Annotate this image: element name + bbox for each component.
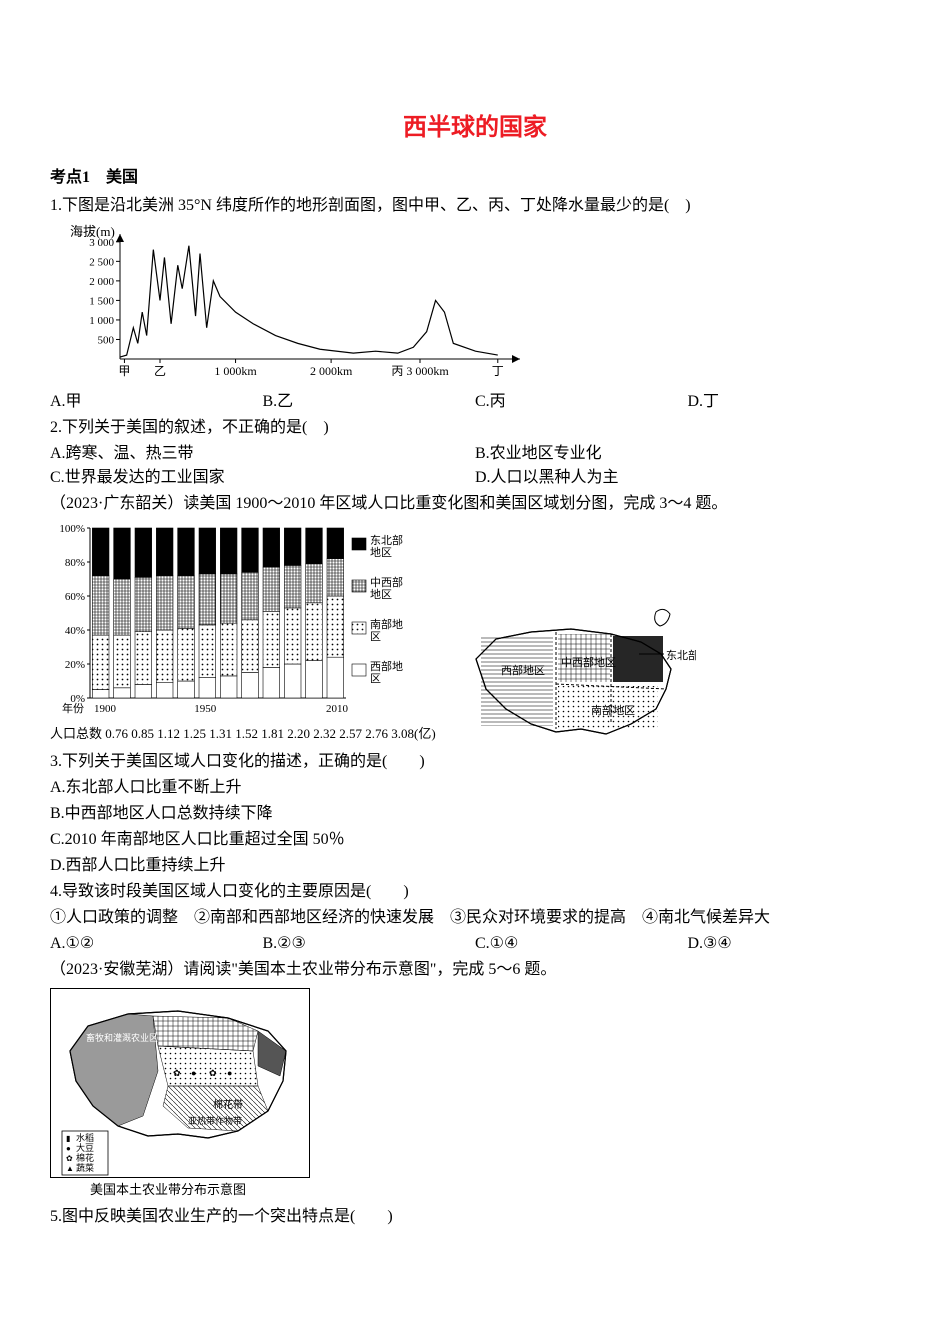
q1-figure: 海拔(m)5001 0001 5002 0002 5003 000甲乙1 000… — [50, 224, 900, 384]
svg-text:西部地区: 西部地区 — [501, 663, 545, 677]
q2-optB: B.农业地区专业化 — [475, 442, 900, 466]
svg-text:区: 区 — [370, 673, 381, 685]
svg-text:丙 3 000km: 丙 3 000km — [391, 364, 449, 378]
svg-text:100%: 100% — [59, 523, 85, 535]
fig-34: 0%20%40%60%80%100%年份190019502010东北部地区中西部… — [50, 522, 900, 744]
q2-row2: C.世界最发达的工业国家 D.人口以黑种人为主 — [50, 466, 900, 490]
svg-text:1 500: 1 500 — [89, 295, 114, 307]
svg-text:500: 500 — [98, 334, 115, 346]
svg-text:✿: ✿ — [66, 1154, 73, 1163]
svg-text:●: ● — [66, 1144, 71, 1153]
svg-text:20%: 20% — [65, 659, 85, 671]
population-share-chart: 0%20%40%60%80%100%年份190019502010东北部地区中西部… — [50, 522, 420, 722]
stacked-footnote: 人口总数 0.76 0.85 1.12 1.25 1.31 1.52 1.81 … — [50, 724, 436, 744]
q3-optC: C.2010 年南部地区人口比重超过全国 50％ — [50, 828, 900, 852]
q4-circled: ①人口政策的调整 ②南部和西部地区经济的快速发展 ③民众对环境要求的提高 ④南北… — [50, 906, 900, 930]
svg-text:畜牧和灌溉农业区: 畜牧和灌溉农业区 — [86, 1032, 158, 1043]
svg-text:1900: 1900 — [94, 703, 117, 715]
q1-stem: 1.下图是沿北美洲 35°N 纬度所作的地形剖面图，图中甲、乙、丙、丁处降水量最… — [50, 194, 900, 218]
svg-text:南部地: 南部地 — [370, 617, 403, 631]
q4-optC: C.①④ — [475, 932, 688, 956]
svg-text:地区: 地区 — [370, 588, 392, 601]
svg-text:年份: 年份 — [62, 701, 84, 715]
q2-optC: C.世界最发达的工业国家 — [50, 466, 475, 490]
svg-text:✿: ✿ — [173, 1068, 181, 1078]
fig56-caption: 美国本土农业带分布示意图 — [90, 1180, 900, 1200]
svg-text:1950: 1950 — [194, 703, 217, 715]
q3-optA: A.东北部人口比重不断上升 — [50, 776, 900, 800]
intro-34: （2023·广东韶关）读美国 1900～2010 年区域人口比重变化图和美国区域… — [50, 492, 900, 516]
topography-chart: 海拔(m)5001 0001 5002 0002 5003 000甲乙1 000… — [50, 224, 530, 384]
svg-text:乙: 乙 — [154, 364, 166, 378]
q4-options: A.①② B.②③ C.①④ D.③④ — [50, 932, 900, 956]
q1-optB: B.乙 — [263, 390, 476, 414]
svg-text:区: 区 — [370, 631, 381, 643]
svg-text:●: ● — [191, 1068, 196, 1078]
q2-row1: A.跨寒、温、热三带 B.农业地区专业化 — [50, 442, 900, 466]
svg-text:2 000km: 2 000km — [310, 364, 353, 378]
q2-stem: 2.下列关于美国的叙述，不正确的是( ) — [50, 416, 900, 440]
svg-text:大豆: 大豆 — [76, 1142, 94, 1153]
svg-text:2010: 2010 — [326, 703, 349, 715]
svg-text:80%: 80% — [65, 557, 85, 569]
q2-optD: D.人口以黑种人为主 — [475, 466, 900, 490]
svg-text:甲: 甲 — [118, 364, 130, 378]
svg-text:东北部地区: 东北部地区 — [666, 648, 696, 662]
q4-optD: D.③④ — [688, 932, 901, 956]
page-title: 西半球的国家 — [50, 110, 900, 146]
svg-text:1 000: 1 000 — [89, 315, 114, 327]
q1-options: A.甲 B.乙 C.丙 D.丁 — [50, 390, 900, 414]
svg-text:中西部地区: 中西部地区 — [561, 655, 616, 669]
svg-text:亚热带作物带: 亚热带作物带 — [188, 1115, 242, 1126]
svg-text:●: ● — [227, 1068, 232, 1078]
q5-stem: 5.图中反映美国农业生产的一个突出特点是( ) — [50, 1205, 900, 1229]
q4-optB: B.②③ — [263, 932, 476, 956]
q1-optC: C.丙 — [475, 390, 688, 414]
svg-text:2 000: 2 000 — [89, 276, 114, 288]
svg-text:3 000: 3 000 — [89, 237, 114, 249]
svg-text:棉花带: 棉花带 — [213, 1098, 243, 1111]
svg-text:南部地区: 南部地区 — [591, 703, 635, 717]
us-regions-map: 西部地区 中西部地区 东北部地区南部地区 — [456, 594, 696, 744]
svg-text:40%: 40% — [65, 625, 85, 637]
q4-optA: A.①② — [50, 932, 263, 956]
svg-text:地区: 地区 — [370, 546, 392, 559]
q4-stem: 4.导致该时段美国区域人口变化的主要原因是( ) — [50, 880, 900, 904]
svg-text:水稻: 水稻 — [76, 1132, 94, 1143]
svg-text:丁: 丁 — [492, 364, 504, 378]
stacked-bar-wrap: 0%20%40%60%80%100%年份190019502010东北部地区中西部… — [50, 522, 436, 744]
intro-56: （2023·安徽芜湖）请阅读"美国本土农业带分布示意图"，完成 5～6 题。 — [50, 958, 900, 982]
agriculture-belts-map: 畜牧和灌溉农业区棉花带亚热带作物带✿●✿●▮水稻●大豆✿棉花▲蔬菜 — [50, 988, 310, 1178]
svg-text:西部地: 西部地 — [370, 659, 403, 673]
svg-text:蔬菜: 蔬菜 — [76, 1162, 94, 1173]
q1-optD: D.丁 — [688, 390, 901, 414]
q3-optB: B.中西部地区人口总数持续下降 — [50, 802, 900, 826]
svg-text:✿: ✿ — [209, 1068, 217, 1078]
svg-text:2 500: 2 500 — [89, 256, 114, 268]
svg-text:中西部: 中西部 — [370, 575, 403, 589]
svg-text:60%: 60% — [65, 591, 85, 603]
svg-text:▲: ▲ — [66, 1164, 74, 1173]
fig-56: 畜牧和灌溉农业区棉花带亚热带作物带✿●✿●▮水稻●大豆✿棉花▲蔬菜 美国本土农业… — [50, 988, 900, 1200]
svg-text:东北部: 东北部 — [370, 533, 403, 547]
q1-optA: A.甲 — [50, 390, 263, 414]
q3-optD: D.西部人口比重持续上升 — [50, 854, 900, 878]
svg-text:▮: ▮ — [66, 1134, 70, 1143]
q3-stem: 3.下列关于美国区域人口变化的描述，正确的是( ) — [50, 750, 900, 774]
svg-text:1 000km: 1 000km — [214, 364, 257, 378]
svg-text:棉花: 棉花 — [76, 1152, 94, 1163]
section-1-header: 考点1 美国 — [50, 166, 900, 190]
q2-optA: A.跨寒、温、热三带 — [50, 442, 475, 466]
